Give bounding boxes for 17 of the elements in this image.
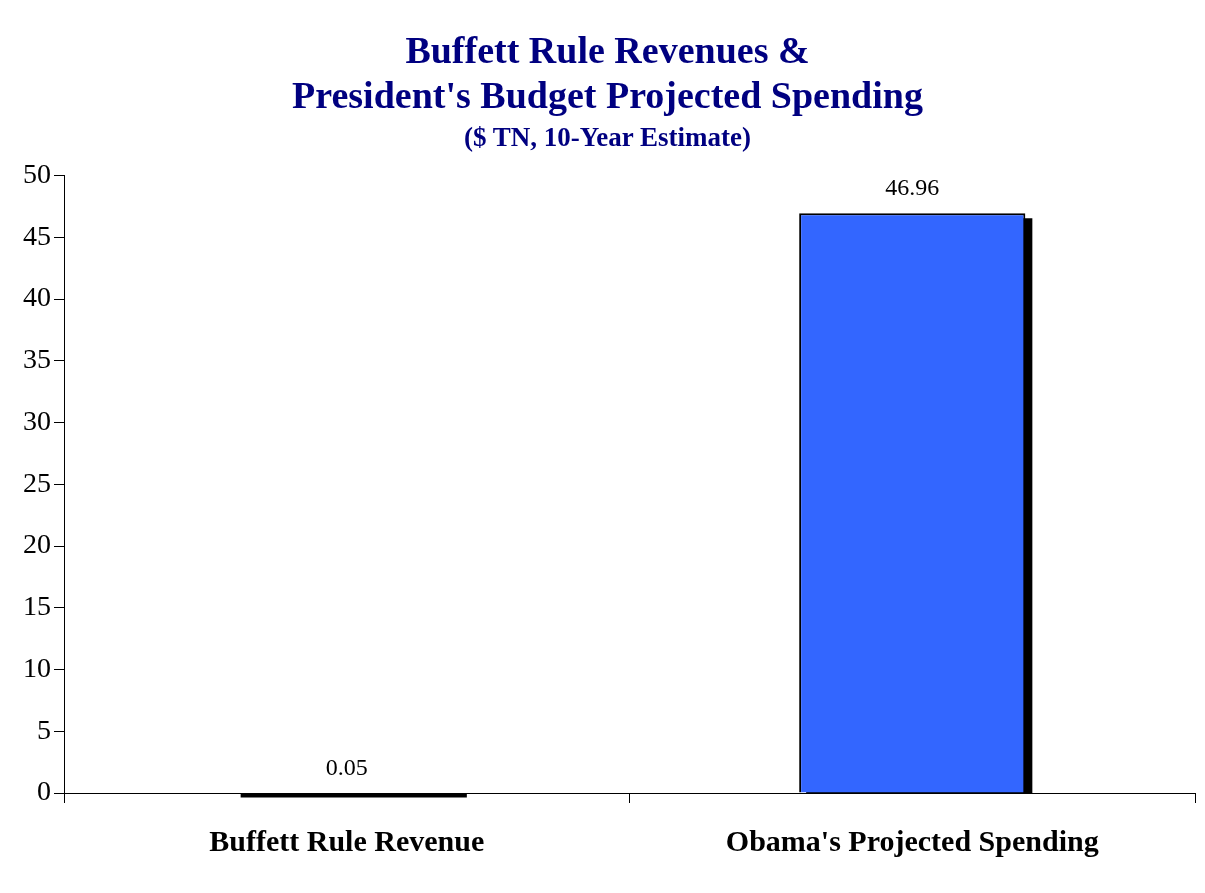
y-tick-label: 50: [23, 157, 51, 189]
y-tick-label: 5: [37, 713, 51, 745]
x-tick-label: Buffett Rule Revenue: [209, 823, 485, 857]
y-tick-label: 25: [23, 466, 51, 498]
y-tick-label: 0: [37, 775, 51, 807]
x-tick-label: Obama's Projected Spending: [725, 823, 1099, 857]
y-tick-label: 30: [23, 404, 51, 436]
y-tick-label: 15: [23, 590, 51, 622]
chart-title: Buffett Rule Revenues & President's Budget Projected Spending: [292, 28, 923, 117]
data-label: 0.05: [325, 753, 368, 780]
chart-subtitle: ($ TN, 10-Year Estimate): [464, 122, 751, 153]
y-tick-label: 45: [23, 219, 51, 251]
data-label: 46.96: [885, 174, 940, 201]
y-tick-label: 35: [23, 343, 51, 375]
y-tick-label: 20: [23, 528, 51, 560]
y-tick-label: 40: [23, 281, 51, 313]
y-tick-label: 10: [23, 651, 51, 683]
